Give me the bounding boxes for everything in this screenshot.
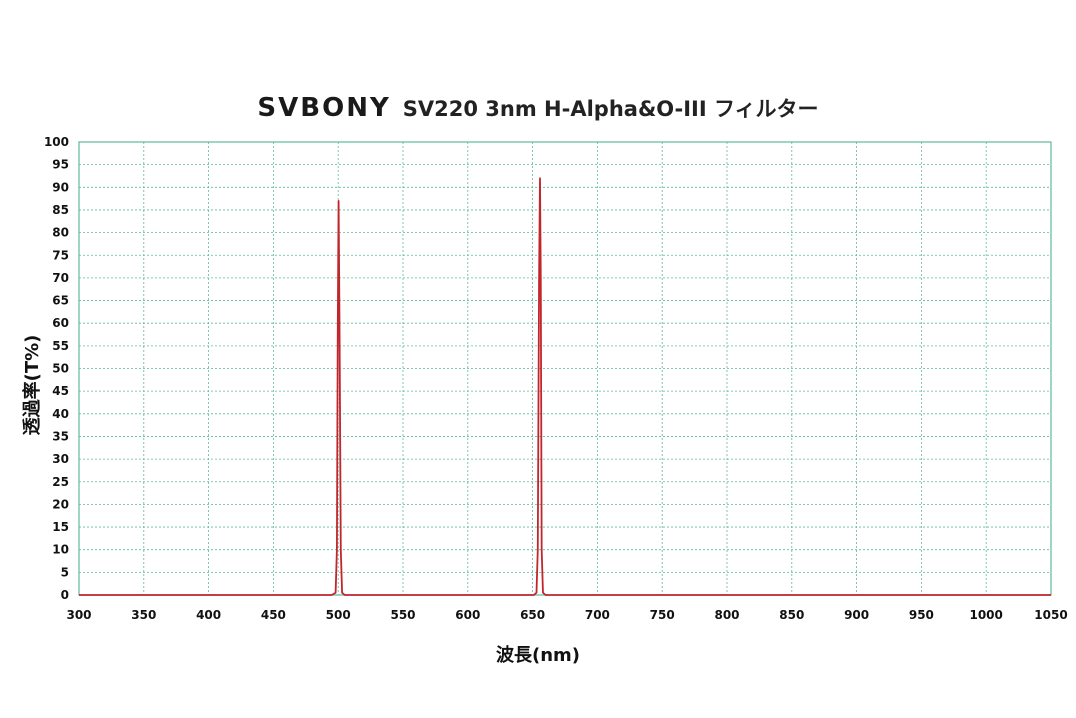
y-tick-label: 85 xyxy=(52,203,69,217)
chart-title-row: SVBONY SV220 3nm H-Alpha&O-III フィルター xyxy=(0,88,1076,128)
y-tick-label: 5 xyxy=(61,565,69,579)
brand-logo: SVBONY xyxy=(257,93,391,123)
y-tick-label: 90 xyxy=(52,180,69,194)
transmission-curve xyxy=(79,177,1051,596)
y-tick-label: 70 xyxy=(52,271,69,285)
x-tick-label: 700 xyxy=(585,608,610,622)
x-tick-label: 750 xyxy=(650,608,675,622)
y-tick-label: 0 xyxy=(61,588,69,602)
x-tick-label: 600 xyxy=(455,608,480,622)
chart-title: SV220 3nm H-Alpha&O-III フィルター xyxy=(402,97,819,121)
y-tick-label: 40 xyxy=(52,407,69,421)
grid-layer xyxy=(79,142,1051,595)
y-tick-label: 80 xyxy=(52,226,69,240)
y-tick-label: 45 xyxy=(52,384,69,398)
y-tick-label: 30 xyxy=(52,452,69,466)
y-tick-label: 25 xyxy=(52,475,69,489)
x-tick-label: 1050 xyxy=(1034,608,1067,622)
y-axis-label: 透過率(T%) xyxy=(21,335,43,436)
y-tick-label: 10 xyxy=(52,543,69,557)
x-tick-label: 650 xyxy=(520,608,545,622)
x-tick-label: 450 xyxy=(261,608,286,622)
x-tick-label: 950 xyxy=(909,608,934,622)
x-axis-label: 波長(nm) xyxy=(496,644,580,666)
y-tick-label: 60 xyxy=(52,316,69,330)
y-tick-label: 20 xyxy=(52,497,69,511)
x-tick-label: 400 xyxy=(196,608,221,622)
y-tick-label: 75 xyxy=(52,248,69,262)
y-tick-label: 15 xyxy=(52,520,69,534)
x-tick-label: 550 xyxy=(390,608,415,622)
x-tick-label: 900 xyxy=(844,608,869,622)
tick-layer: 300 350 400 450 500 550 600 650 700 750 800 850 900 9… xyxy=(44,135,1068,622)
y-tick-label: 100 xyxy=(44,135,69,149)
y-tick-label: 55 xyxy=(52,339,69,353)
y-tick-label: 95 xyxy=(52,158,69,172)
y-tick-label: 35 xyxy=(52,429,69,443)
x-tick-label: 1000 xyxy=(969,608,1002,622)
x-tick-label: 500 xyxy=(326,608,351,622)
x-tick-label: 350 xyxy=(131,608,156,622)
y-tick-label: 65 xyxy=(52,294,69,308)
x-tick-label: 850 xyxy=(779,608,804,622)
x-tick-label: 300 xyxy=(66,608,91,622)
x-tick-label: 800 xyxy=(714,608,739,622)
y-tick-label: 50 xyxy=(52,362,69,376)
